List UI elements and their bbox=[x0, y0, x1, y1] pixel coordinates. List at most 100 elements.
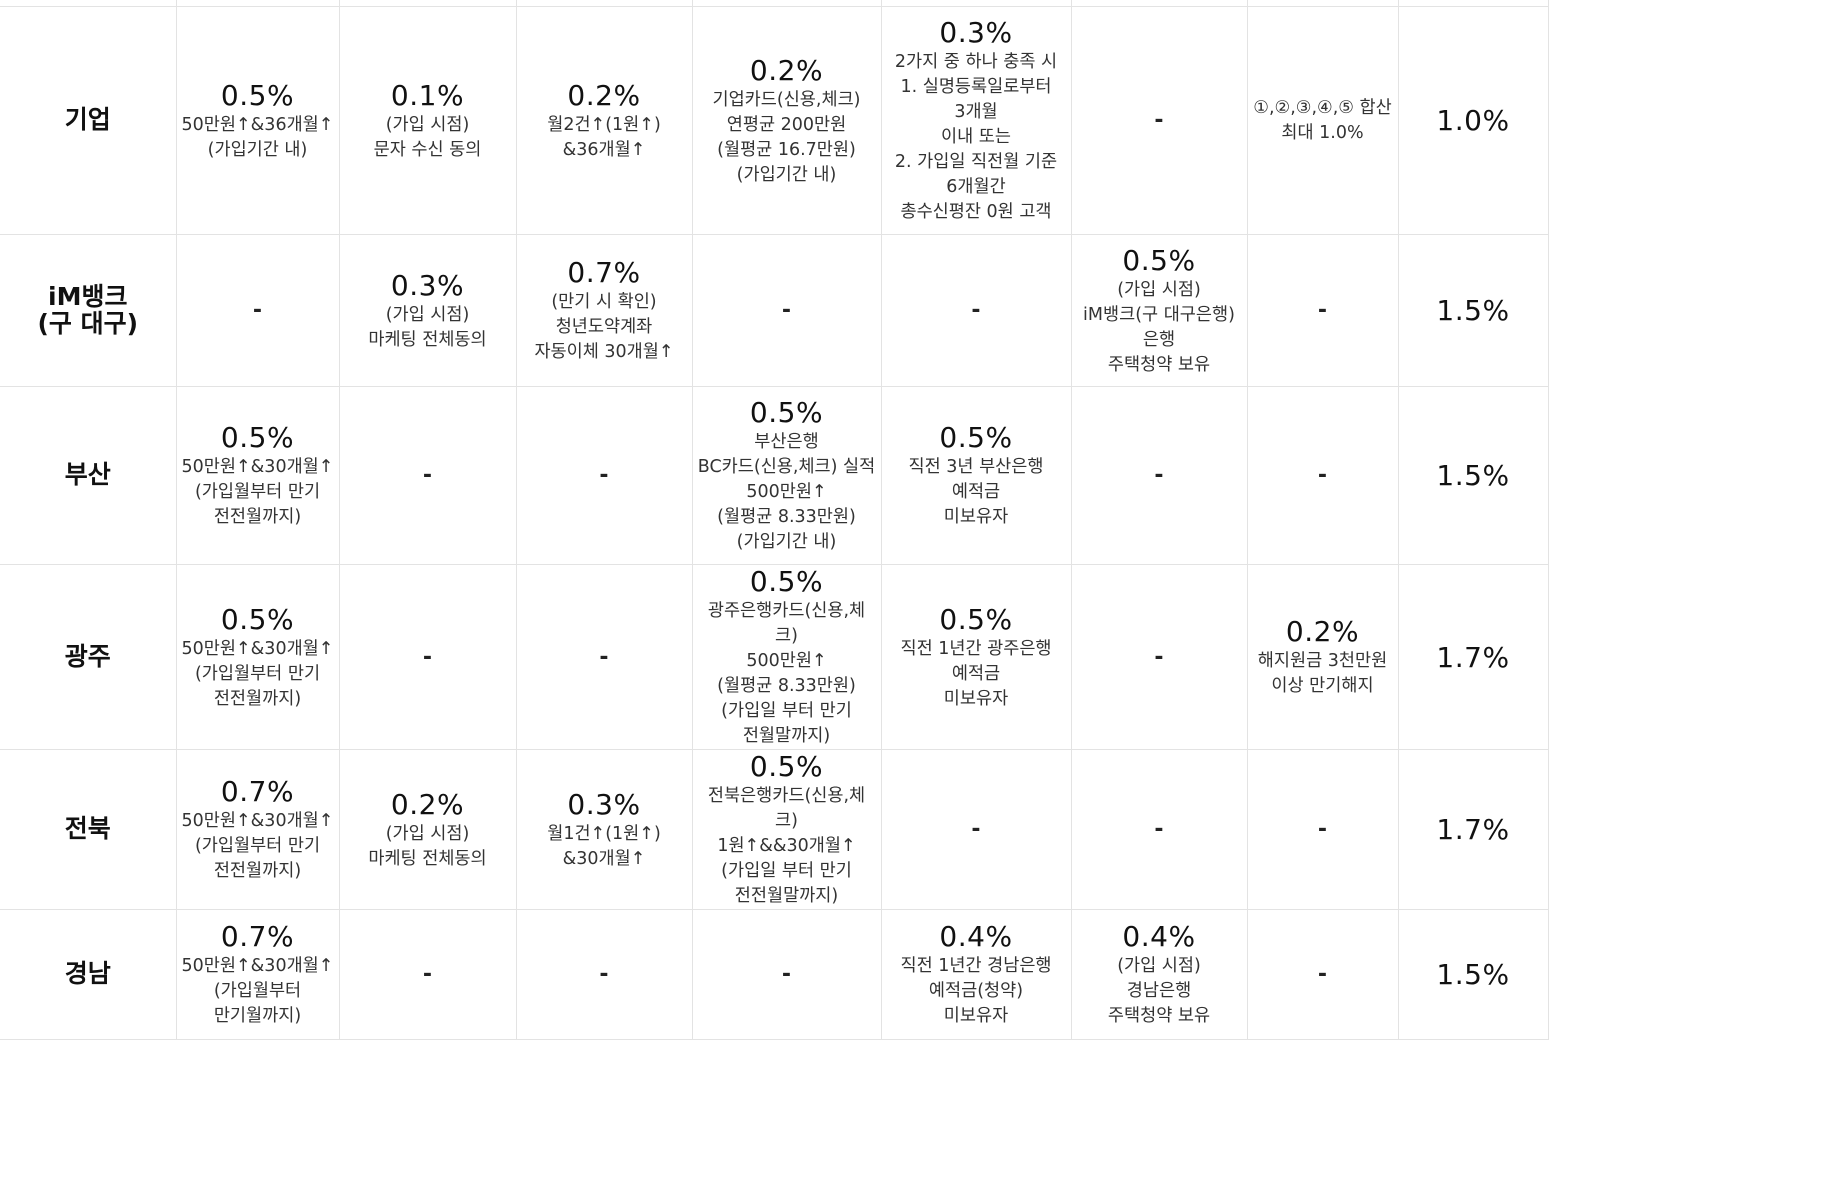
condition-cell: ①,②,③,④,⑤ 합산 최대 1.0% bbox=[1246, 6, 1399, 235]
condition-cell: - bbox=[1070, 386, 1248, 565]
condition-cell: 0.5% 전북은행카드(신용,체크) 1원↑&&30개월↑ (가입일 부터 만기 … bbox=[691, 749, 882, 910]
condition-cell: 0.7% (만기 시 확인) 청년도약계좌 자동이체 30개월↑ bbox=[515, 234, 693, 387]
empty-dash: - bbox=[422, 463, 433, 488]
bonus-rate: 0.7% bbox=[220, 775, 295, 808]
empty-dash: - bbox=[1154, 817, 1164, 842]
empty-dash: - bbox=[971, 817, 981, 842]
condition-description: (만기 시 확인) 청년도약계좌 자동이체 30개월↑ bbox=[534, 292, 674, 362]
condition-cell: 0.3% 2가지 중 하나 충족 시 1. 실명등록일로부터 3개월 이내 또는 … bbox=[880, 6, 1072, 235]
bonus-rate: 0.4% bbox=[1122, 920, 1196, 953]
bonus-rate: 0.2% bbox=[1285, 615, 1360, 648]
bonus-rate: 0.4% bbox=[939, 920, 1013, 953]
condition-cell: 0.1% (가입 시점) 문자 수신 동의 bbox=[338, 6, 517, 235]
bonus-rate: 0.2% bbox=[390, 787, 465, 821]
condition-cell: - bbox=[338, 909, 517, 1040]
condition-description: 50만원↑&30개월↑ (가입월부터 만기 전전월까지) bbox=[181, 638, 334, 709]
bonus-rate: 0.2% bbox=[567, 78, 641, 112]
bank-name: 전북 bbox=[0, 749, 177, 910]
condition-description: (가입 시점) 마케팅 전체동의 bbox=[368, 304, 487, 350]
condition-cell: 0.7% 50만원↑&30개월↑ (가입월부터 만기월까지) bbox=[175, 909, 340, 1040]
condition-cell: - bbox=[1070, 6, 1248, 235]
table-row: 경남 0.7% 50만원↑&30개월↑ (가입월부터 만기월까지) - - -0.4% 직전… bbox=[0, 909, 1549, 1040]
bonus-rate: 0.7% bbox=[220, 920, 295, 953]
condition-cell: 0.3% (가입 시점) 마케팅 전체동의 bbox=[338, 234, 517, 387]
condition-cell: - bbox=[880, 234, 1072, 387]
condition-description: 50만원↑&30개월↑ (가입월부터 만기월까지) bbox=[181, 956, 334, 1026]
condition-description: 50만원↑&30개월↑ (가입월부터 만기 전전월까지) bbox=[181, 811, 334, 881]
empty-dash: - bbox=[1317, 962, 1328, 987]
empty-dash: - bbox=[252, 298, 263, 323]
table-row: 기업 0.5% 50만원↑&36개월↑ (가입기간 내) 0.1% (가입 시점) 문자… bbox=[0, 6, 1549, 235]
empty-dash: - bbox=[971, 298, 981, 323]
bonus-rate: 0.5% bbox=[939, 602, 1013, 636]
condition-cell: - bbox=[338, 564, 517, 750]
condition-cell: 0.5% 직전 3년 부산은행 예적금 미보유자 bbox=[880, 386, 1072, 565]
condition-cell: - bbox=[175, 234, 340, 387]
bank-name: iM뱅크 (구 대구) bbox=[0, 234, 177, 387]
bonus-rate: 0.3% bbox=[390, 268, 465, 302]
condition-description: 2가지 중 하나 충족 시 1. 실명등록일로부터 3개월 이내 또는 2. 가… bbox=[894, 52, 1058, 222]
condition-description: 기업카드(신용,체크) 연평균 200만원 (월평균 16.7만원) (가입기간… bbox=[712, 89, 861, 185]
condition-description: 50만원↑&30개월↑ (가입월부터 만기 전전월까지) bbox=[181, 457, 334, 527]
condition-cell: 0.4% (가입 시점) 경남은행 주택청약 보유 bbox=[1070, 909, 1248, 1040]
empty-dash: - bbox=[781, 298, 792, 323]
empty-dash: - bbox=[1154, 644, 1164, 670]
empty-dash: - bbox=[1317, 463, 1328, 488]
condition-description: 월1건↑(1원↑) &30개월↑ bbox=[547, 823, 661, 869]
empty-dash: - bbox=[599, 644, 609, 670]
max-total-rate: 1.7% bbox=[1397, 749, 1549, 910]
table-row: 전북 0.7% 50만원↑&30개월↑ (가입월부터 만기 전전월까지) 0.2% (가… bbox=[0, 749, 1549, 910]
bonus-rate: 0.1% bbox=[390, 78, 465, 112]
condition-cell: 0.3% 월1건↑(1원↑) &30개월↑ bbox=[515, 749, 693, 910]
bonus-rate: 0.5% bbox=[749, 565, 824, 598]
condition-cell: 0.5% 직전 1년간 광주은행 예적금 미보유자 bbox=[880, 564, 1072, 750]
condition-description: 직전 1년간 광주은행 예적금 미보유자 bbox=[900, 638, 1052, 709]
condition-cell: 0.2% 월2건↑(1원↑) &36개월↑ bbox=[515, 6, 693, 235]
bank-name: 기업 bbox=[0, 6, 177, 235]
max-total-rate: 1.7% bbox=[1397, 564, 1549, 750]
bonus-rate: 0.5% bbox=[220, 78, 295, 112]
condition-cell: - bbox=[1246, 386, 1399, 565]
condition-cell: 0.7% 50만원↑&30개월↑ (가입월부터 만기 전전월까지) bbox=[175, 749, 340, 910]
table-row: iM뱅크 (구 대구) -0.3% (가입 시점) 마케팅 전체동의 0.7% (만기 … bbox=[0, 234, 1549, 387]
preferential-rate-table: 기업 0.5% 50만원↑&36개월↑ (가입기간 내) 0.1% (가입 시점) 문자… bbox=[0, 0, 1549, 1040]
condition-cell: - bbox=[880, 749, 1072, 910]
max-total-rate: 1.5% bbox=[1397, 386, 1549, 565]
condition-cell: 0.5% 50만원↑&36개월↑ (가입기간 내) bbox=[175, 6, 340, 235]
condition-description: (가입 시점) 마케팅 전체동의 bbox=[368, 823, 487, 869]
condition-cell: - bbox=[515, 909, 693, 1040]
condition-description: ①,②,③,④,⑤ 합산 최대 1.0% bbox=[1253, 97, 1392, 143]
condition-cell: - bbox=[691, 234, 882, 387]
bonus-rate: 0.5% bbox=[220, 602, 295, 636]
empty-dash: - bbox=[1317, 817, 1328, 842]
empty-dash: - bbox=[1317, 298, 1328, 323]
empty-dash: - bbox=[781, 962, 792, 987]
condition-cell: 0.5% 50만원↑&30개월↑ (가입월부터 만기 전전월까지) bbox=[175, 386, 340, 565]
bank-name: 부산 bbox=[0, 386, 177, 565]
condition-cell: 0.5% 광주은행카드(신용,체크) 500만원↑ (월평균 8.33만원) (가… bbox=[691, 564, 882, 750]
rate-table-container: 기업 0.5% 50만원↑&36개월↑ (가입기간 내) 0.1% (가입 시점) 문자… bbox=[0, 0, 1549, 1040]
condition-description: 해지원금 3천만원 이상 만기해지 bbox=[1257, 651, 1388, 696]
empty-dash: - bbox=[422, 644, 433, 670]
condition-description: (가입 시점) 문자 수신 동의 bbox=[373, 114, 482, 160]
table-row: 부산 0.5% 50만원↑&30개월↑ (가입월부터 만기 전전월까지) - -0.5%… bbox=[0, 386, 1549, 565]
empty-dash: - bbox=[1154, 108, 1164, 133]
condition-cell: 0.4% 직전 1년간 경남은행 예적금(청약) 미보유자 bbox=[880, 909, 1072, 1040]
bonus-rate: 0.3% bbox=[567, 787, 641, 821]
condition-description: (가입 시점) iM뱅크(구 대구은행) 은행 주택청약 보유 bbox=[1083, 279, 1235, 375]
bonus-rate: 0.7% bbox=[567, 256, 641, 289]
condition-description: 50만원↑&36개월↑ (가입기간 내) bbox=[181, 114, 334, 160]
empty-dash: - bbox=[599, 962, 609, 987]
bank-name: 광주 bbox=[0, 564, 177, 750]
condition-cell: 0.5% (가입 시점) iM뱅크(구 대구은행) 은행 주택청약 보유 bbox=[1070, 234, 1248, 387]
condition-cell: - bbox=[1246, 234, 1399, 387]
max-total-rate: 1.5% bbox=[1397, 909, 1549, 1040]
bonus-rate: 0.5% bbox=[939, 421, 1013, 454]
condition-cell: - bbox=[515, 564, 693, 750]
condition-description: 광주은행카드(신용,체크) 500만원↑ (월평균 8.33만원) (가입일 부… bbox=[707, 601, 866, 746]
condition-cell: - bbox=[1246, 749, 1399, 910]
condition-cell: 0.5% 부산은행 BC카드(신용,체크) 실적 500만원↑ (월평균 8.33… bbox=[691, 386, 882, 565]
condition-description: 월2건↑(1원↑) &36개월↑ bbox=[547, 114, 661, 160]
table-row: 광주 0.5% 50만원↑&30개월↑ (가입월부터 만기 전전월까지) - -0.5%… bbox=[0, 564, 1549, 750]
condition-description: (가입 시점) 경남은행 주택청약 보유 bbox=[1107, 956, 1211, 1026]
